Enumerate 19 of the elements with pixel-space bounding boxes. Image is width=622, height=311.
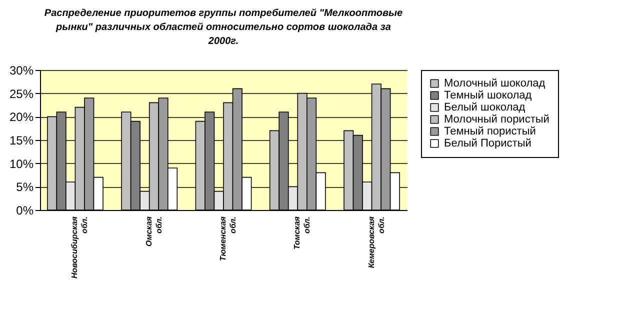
y-tick-label: 5% bbox=[16, 180, 34, 194]
legend-label: Молочный шоколад bbox=[444, 78, 546, 90]
y-tick-label: 20% bbox=[9, 110, 34, 124]
x-tick-label: Омская обл. bbox=[144, 216, 164, 246]
legend-label: Темный пористый bbox=[444, 126, 536, 138]
y-tick-label: 10% bbox=[9, 156, 34, 171]
x-tick-label: Новосибирская обл. bbox=[70, 216, 90, 279]
legend-label: Темный шоколад bbox=[444, 90, 532, 102]
x-tick-label: Кемеровская обл. bbox=[366, 216, 386, 268]
legend-label: Белый шоколад bbox=[444, 102, 526, 114]
y-tick-label: 30% bbox=[9, 64, 34, 78]
legend-label: Белый Пористый bbox=[444, 138, 532, 150]
y-tick-label: 15% bbox=[9, 134, 34, 148]
chart-title: Распределение приоритетов группы потребителей "Мелкооптовые рынки" различных областей относительно сортов шоколада за 2000г. bbox=[44, 8, 404, 47]
y-tick-label: 0% bbox=[16, 204, 34, 218]
x-tick-label: Тюменская обл. bbox=[218, 216, 238, 262]
y-tick-label: 25% bbox=[9, 86, 34, 101]
legend-label: Молочный пористый bbox=[444, 114, 550, 126]
x-tick-label: Томская обл. bbox=[292, 216, 312, 250]
